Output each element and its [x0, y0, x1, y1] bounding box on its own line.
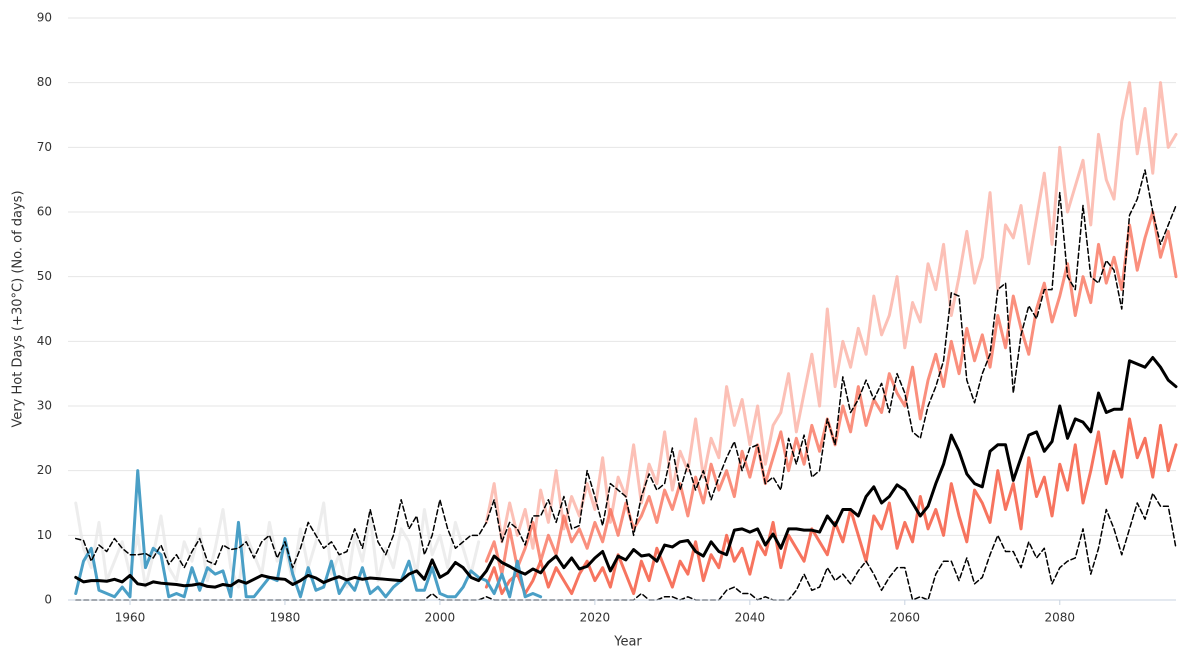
x-axis-title: Year: [613, 635, 642, 650]
y-tick-label: 70: [37, 140, 52, 154]
x-tick-label: 2080: [1045, 611, 1076, 625]
series-line: [75, 169, 1177, 569]
y-tick-label: 10: [37, 528, 52, 542]
y-axis-title: Very Hot Days (+30°C) (No. of days): [11, 190, 26, 427]
y-tick-label: 20: [37, 463, 52, 477]
y-tick-label: 40: [37, 334, 52, 348]
x-tick-label: 2060: [890, 611, 921, 625]
x-tick-label: 1960: [115, 611, 146, 625]
x-tick-label: 2040: [735, 611, 766, 625]
x-tick-label: 2000: [425, 611, 456, 625]
axis-labels: 0 10 20 30 40 50 60 70 80 90 1960 1980 2000 2020 2040 2…: [37, 11, 1075, 625]
series-line: [74, 356, 1178, 589]
y-tick-label: 50: [37, 269, 52, 283]
y-tick-label: 30: [37, 399, 52, 413]
series-line: [484, 417, 1178, 596]
y-tick-label: 0: [44, 593, 52, 607]
y-tick-label: 60: [37, 205, 52, 219]
x-tick-label: 2020: [580, 611, 611, 625]
x-tick-label: 1980: [270, 611, 301, 625]
plot-area: [74, 81, 1178, 601]
y-tick-label: 90: [37, 11, 52, 25]
series-line: [74, 469, 543, 599]
series-line: [484, 81, 1178, 550]
y-tick-label: 80: [37, 75, 52, 89]
grid: [68, 17, 1176, 601]
series-line: [74, 501, 481, 589]
